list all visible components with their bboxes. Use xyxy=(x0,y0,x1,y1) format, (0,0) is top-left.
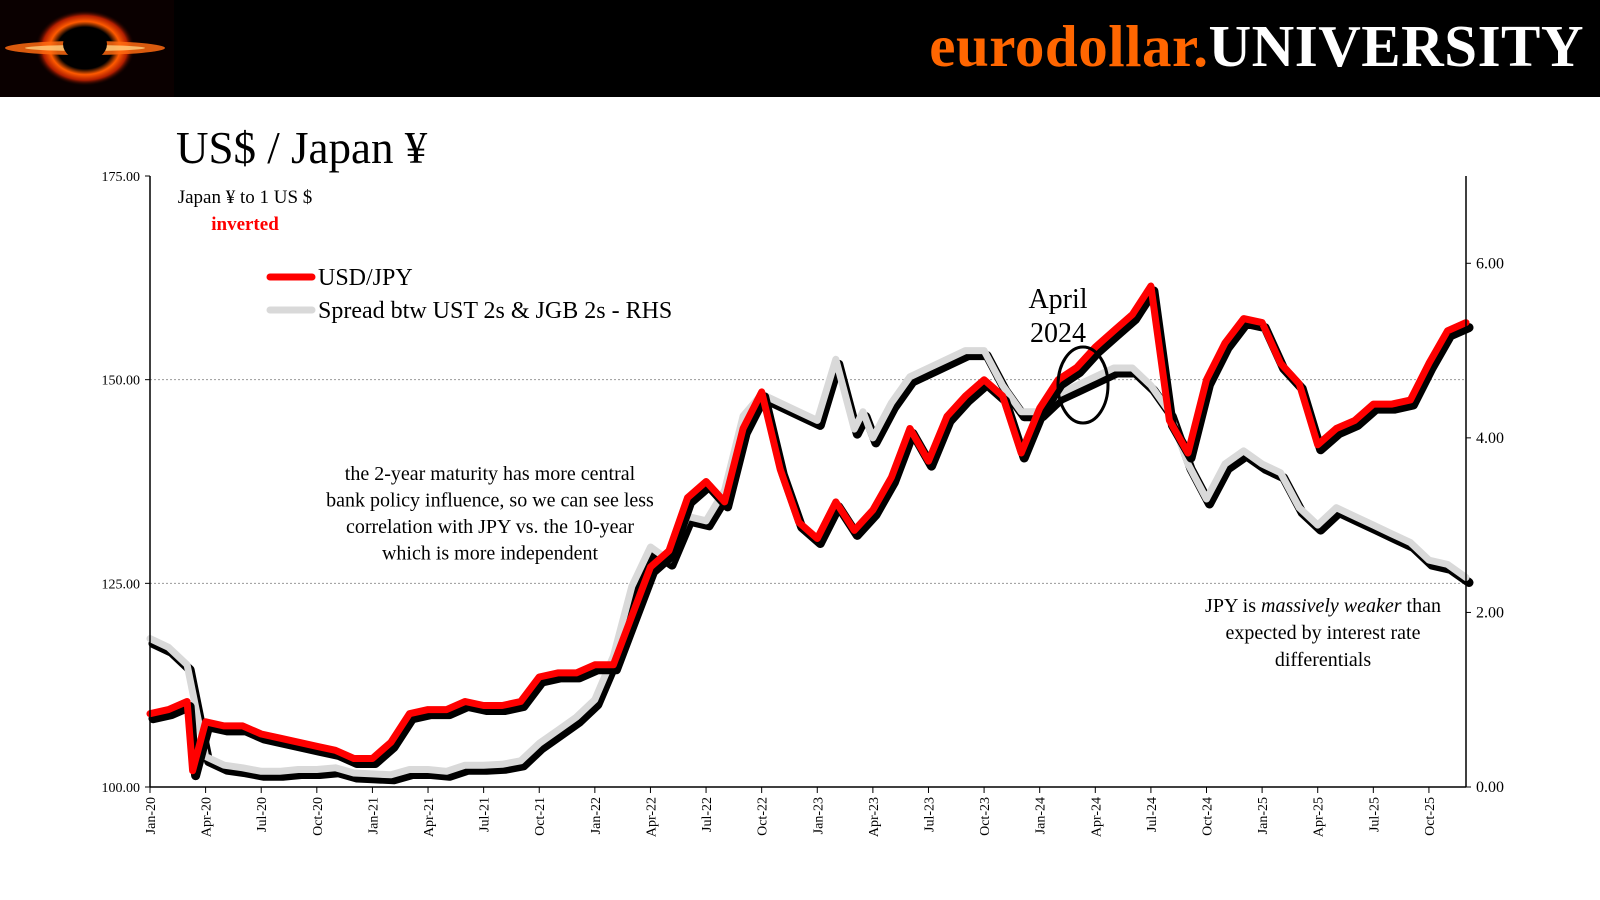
x-tick-label: Jan-20 xyxy=(144,797,159,834)
x-tick-label: Oct-21 xyxy=(533,797,548,836)
legend: USD/JPY Spread btw UST 2s & JGB 2s - RHS xyxy=(266,265,672,324)
x-tick-label: Oct-24 xyxy=(1201,797,1216,836)
y-left-tick-label: 175.00 xyxy=(102,170,141,185)
policy-note-line: bank policy influence, so we can see les… xyxy=(326,490,654,512)
inverted-label: inverted xyxy=(211,214,279,235)
april-highlight-circle xyxy=(1056,345,1110,425)
slide-title: US$ / Japan ¥ xyxy=(176,123,428,173)
series-line xyxy=(146,347,1470,779)
x-tick-label: Jan-24 xyxy=(1034,797,1049,834)
x-tick-label: Apr-24 xyxy=(1089,797,1104,837)
policy-note-line: which is more independent xyxy=(382,543,598,565)
policy-note-line: correlation with JPY vs. the 10-year xyxy=(346,516,634,538)
jpy-note-post: than xyxy=(1402,595,1441,617)
header-banner: eurodollar.UNIVERSITY xyxy=(0,0,1600,97)
x-tick-label: Jul-24 xyxy=(1145,797,1160,832)
x-tick-label: Jul-21 xyxy=(478,797,493,832)
x-tick-label: Oct-23 xyxy=(978,797,993,836)
jpy-note-pre: JPY is xyxy=(1205,595,1261,617)
jpy-note-line3: differentials xyxy=(1275,649,1371,671)
x-tick-label: Apr-20 xyxy=(200,797,215,837)
brand-wordmark: eurodollar.UNIVERSITY xyxy=(929,8,1584,84)
jpy-note-line2: expected by interest rate xyxy=(1226,622,1421,644)
y-right-tick-label: 6.00 xyxy=(1476,255,1504,272)
y-right-tick-label: 2.00 xyxy=(1476,604,1504,621)
legend-label: USD/JPY xyxy=(318,265,413,291)
x-tick-label: Jan-23 xyxy=(811,797,826,834)
x-tick-label: Apr-25 xyxy=(1312,797,1327,837)
legend-label: Spread btw UST 2s & JGB 2s - RHS xyxy=(318,298,672,324)
april-label: 2024 xyxy=(1030,318,1086,349)
y-right-tick-label: 0.00 xyxy=(1476,779,1504,796)
april-label: April xyxy=(1028,284,1087,315)
y-axis-note: Japan ¥ to 1 US $ xyxy=(178,187,313,208)
brand-part1: eurodollar. xyxy=(929,13,1209,79)
y-left-tick-label: 100.00 xyxy=(102,781,141,796)
jpy-note-em: massively weaker xyxy=(1261,595,1402,617)
brand-part2: UNIVERSITY xyxy=(1208,13,1584,79)
y-right-tick-label: 4.00 xyxy=(1476,430,1504,447)
series-layer xyxy=(146,282,1474,785)
jpy-note-line1: JPY is massively weaker than xyxy=(1205,595,1441,617)
policy-note-line: the 2-year maturity has more central xyxy=(345,463,636,485)
x-tick-label: Apr-22 xyxy=(644,797,659,837)
usd-jpy-chart: 100.00 125.00 150.00 175.00 0.00 2.00 4.00 6.00… xyxy=(102,170,1505,837)
x-tick-label: Jan-22 xyxy=(589,797,604,834)
series-spread xyxy=(146,347,1474,785)
y-left-tick-label: 150.00 xyxy=(102,374,141,389)
x-tick-label: Jul-22 xyxy=(700,797,715,832)
x-tick-label: Jan-21 xyxy=(366,797,381,834)
y-left-tick-label: 125.00 xyxy=(102,577,141,592)
x-tick-label: Oct-25 xyxy=(1423,797,1438,836)
axes xyxy=(149,176,1467,788)
series-line xyxy=(146,282,1470,775)
x-tick-label: Jul-20 xyxy=(255,797,270,832)
series-usdjpy xyxy=(146,282,1474,781)
x-tick-label: Oct-20 xyxy=(311,797,326,836)
black-hole-icon xyxy=(0,0,174,97)
tick-labels: 100.00 125.00 150.00 175.00 0.00 2.00 4.00 6.00… xyxy=(102,170,1505,837)
gridlines xyxy=(150,379,1466,584)
x-tick-label: Jan-25 xyxy=(1256,797,1271,834)
x-tick-label: Jul-25 xyxy=(1367,797,1382,832)
x-tick-label: Jul-23 xyxy=(922,797,937,832)
x-tick-label: Apr-21 xyxy=(422,797,437,837)
x-tick-label: Oct-22 xyxy=(756,797,771,836)
x-tick-label: Apr-23 xyxy=(867,797,882,837)
